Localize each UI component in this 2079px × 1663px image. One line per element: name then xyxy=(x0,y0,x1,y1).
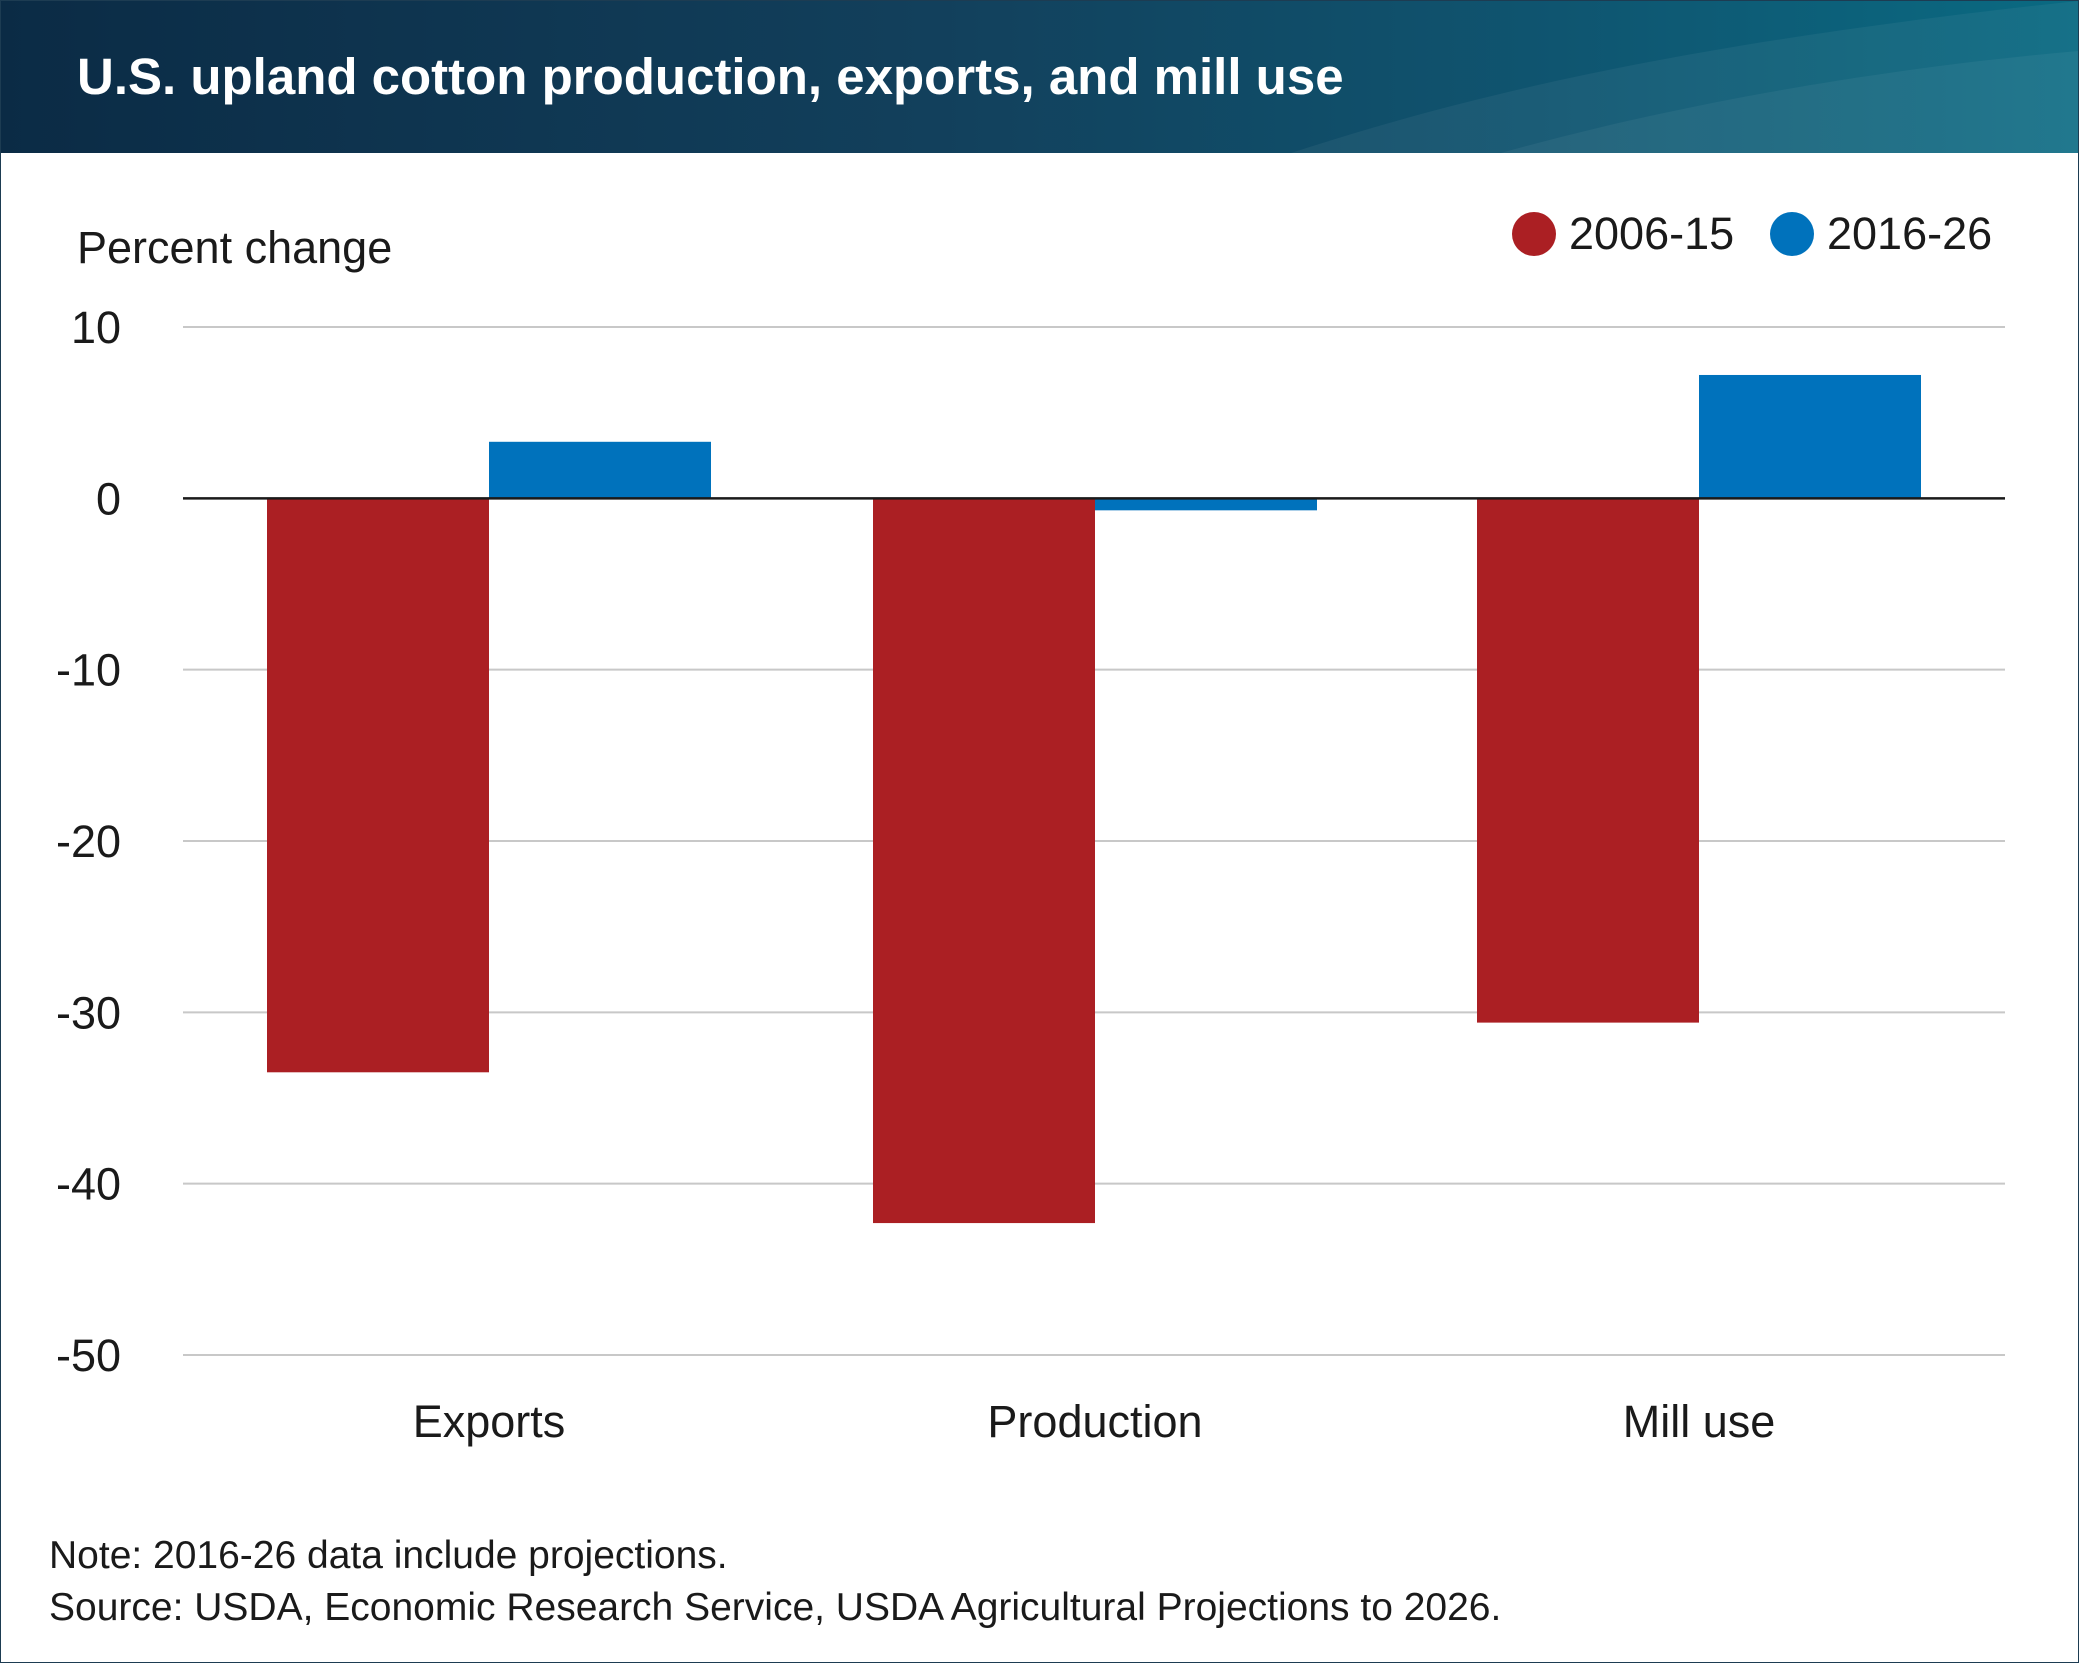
legend-label-2006-15: 2006-15 xyxy=(1569,208,1734,259)
bar-mill-use-2006-15 xyxy=(1477,498,1699,1023)
bar-chart: 10 0 -10 -20 -30 -40 -50 Exports Production Mill … xyxy=(56,208,2005,1447)
axis-labels: 10 0 -10 -20 -30 -40 -50 Exports Production Mill … xyxy=(56,302,1775,1447)
y-tick-label: -30 xyxy=(56,987,121,1038)
y-tick-label: 0 xyxy=(96,473,121,524)
x-category-label: Mill use xyxy=(1623,1396,1776,1447)
y-axis-label: Percent change xyxy=(77,222,392,273)
chart-title: U.S. upland cotton production, exports, … xyxy=(77,48,1344,105)
x-category-label: Production xyxy=(987,1396,1202,1447)
x-category-label: Exports xyxy=(413,1396,566,1447)
y-tick-label: -20 xyxy=(56,816,121,867)
footer-source: Source: USDA, Economic Research Service,… xyxy=(49,1586,1502,1629)
bar-exports-2016-26 xyxy=(489,441,711,499)
bar-production-2016-26 xyxy=(1095,498,1317,511)
bars xyxy=(267,374,1921,1224)
bar-mill-use-2016-26 xyxy=(1699,374,1921,499)
y-tick-label: -10 xyxy=(56,645,121,696)
header-swoosh-decoration xyxy=(1291,1,2078,153)
y-tick-label: -50 xyxy=(56,1330,121,1381)
y-tick-label: -40 xyxy=(56,1159,121,1210)
legend: 2006-15 2016-26 xyxy=(1512,208,1992,259)
legend-label-2016-26: 2016-26 xyxy=(1827,208,1992,259)
legend-swatch-2006-15 xyxy=(1512,212,1556,256)
legend-swatch-2016-26 xyxy=(1770,212,1814,256)
header-banner: U.S. upland cotton production, exports, … xyxy=(1,1,2078,153)
bar-production-2006-15 xyxy=(873,498,1095,1224)
y-tick-label: 10 xyxy=(71,302,121,353)
bar-exports-2006-15 xyxy=(267,498,489,1073)
footer-note: Note: 2016-26 data include projections. xyxy=(49,1534,728,1577)
